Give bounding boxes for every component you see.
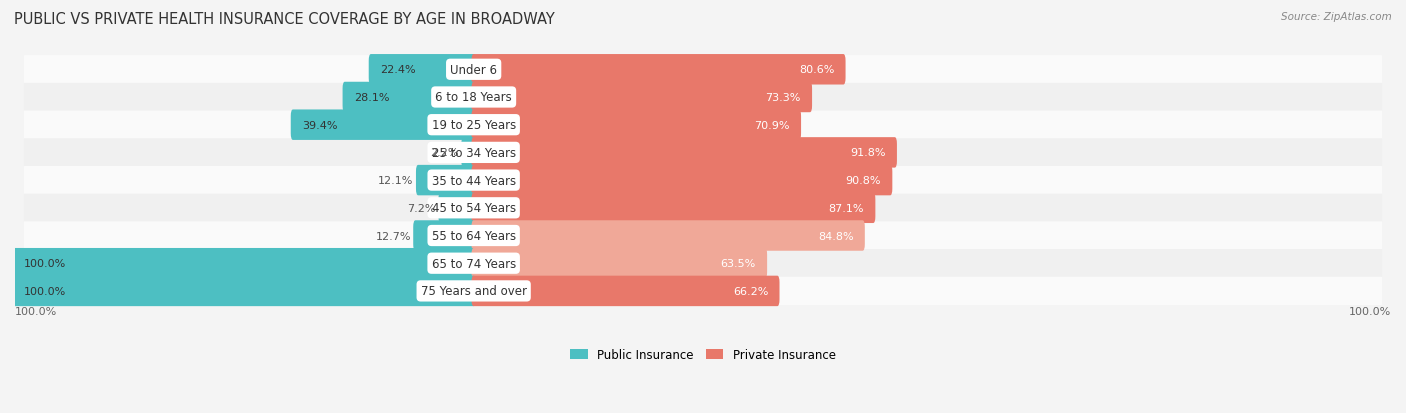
Text: 100.0%: 100.0% (24, 259, 66, 268)
FancyBboxPatch shape (24, 56, 1382, 84)
Text: 73.3%: 73.3% (765, 93, 800, 103)
Text: 55 to 64 Years: 55 to 64 Years (432, 230, 516, 242)
Text: Source: ZipAtlas.com: Source: ZipAtlas.com (1281, 12, 1392, 22)
FancyBboxPatch shape (24, 139, 1382, 167)
Text: 100.0%: 100.0% (1348, 306, 1391, 316)
Legend: Public Insurance, Private Insurance: Public Insurance, Private Insurance (565, 343, 841, 366)
FancyBboxPatch shape (343, 83, 475, 113)
Text: 45 to 54 Years: 45 to 54 Years (432, 202, 516, 215)
FancyBboxPatch shape (471, 276, 779, 306)
FancyBboxPatch shape (471, 55, 845, 85)
Text: 28.1%: 28.1% (354, 93, 389, 103)
FancyBboxPatch shape (24, 222, 1382, 250)
FancyBboxPatch shape (471, 248, 768, 279)
Text: 75 Years and over: 75 Years and over (420, 285, 527, 298)
FancyBboxPatch shape (368, 55, 475, 85)
FancyBboxPatch shape (24, 166, 1382, 195)
Text: 39.4%: 39.4% (302, 121, 337, 131)
Text: 22.4%: 22.4% (380, 65, 416, 75)
FancyBboxPatch shape (24, 84, 1382, 112)
Text: 66.2%: 66.2% (733, 286, 768, 296)
Text: 19 to 25 Years: 19 to 25 Years (432, 119, 516, 132)
FancyBboxPatch shape (471, 166, 893, 196)
FancyBboxPatch shape (24, 194, 1382, 222)
Text: 84.8%: 84.8% (818, 231, 853, 241)
FancyBboxPatch shape (471, 221, 865, 251)
FancyBboxPatch shape (471, 83, 813, 113)
Text: 80.6%: 80.6% (799, 65, 834, 75)
FancyBboxPatch shape (24, 277, 1382, 305)
Text: 7.2%: 7.2% (408, 203, 436, 213)
Text: 12.7%: 12.7% (375, 231, 411, 241)
Text: 12.1%: 12.1% (378, 176, 413, 186)
FancyBboxPatch shape (471, 138, 897, 168)
FancyBboxPatch shape (439, 193, 475, 223)
FancyBboxPatch shape (24, 111, 1382, 140)
Text: 91.8%: 91.8% (851, 148, 886, 158)
FancyBboxPatch shape (24, 249, 1382, 278)
Text: 2.2%: 2.2% (430, 148, 458, 158)
Text: 6 to 18 Years: 6 to 18 Years (436, 91, 512, 104)
Text: 100.0%: 100.0% (24, 286, 66, 296)
FancyBboxPatch shape (413, 221, 475, 251)
Text: PUBLIC VS PRIVATE HEALTH INSURANCE COVERAGE BY AGE IN BROADWAY: PUBLIC VS PRIVATE HEALTH INSURANCE COVER… (14, 12, 555, 27)
FancyBboxPatch shape (471, 110, 801, 140)
FancyBboxPatch shape (416, 166, 475, 196)
Text: 25 to 34 Years: 25 to 34 Years (432, 147, 516, 159)
Text: 90.8%: 90.8% (845, 176, 882, 186)
FancyBboxPatch shape (291, 110, 475, 140)
Text: 63.5%: 63.5% (720, 259, 756, 268)
Text: 35 to 44 Years: 35 to 44 Years (432, 174, 516, 187)
Text: 87.1%: 87.1% (828, 203, 865, 213)
Text: Under 6: Under 6 (450, 64, 498, 76)
FancyBboxPatch shape (461, 138, 475, 168)
FancyBboxPatch shape (471, 193, 876, 223)
Text: 65 to 74 Years: 65 to 74 Years (432, 257, 516, 270)
FancyBboxPatch shape (13, 248, 475, 279)
FancyBboxPatch shape (13, 276, 475, 306)
Text: 100.0%: 100.0% (15, 306, 58, 316)
Text: 70.9%: 70.9% (754, 121, 790, 131)
